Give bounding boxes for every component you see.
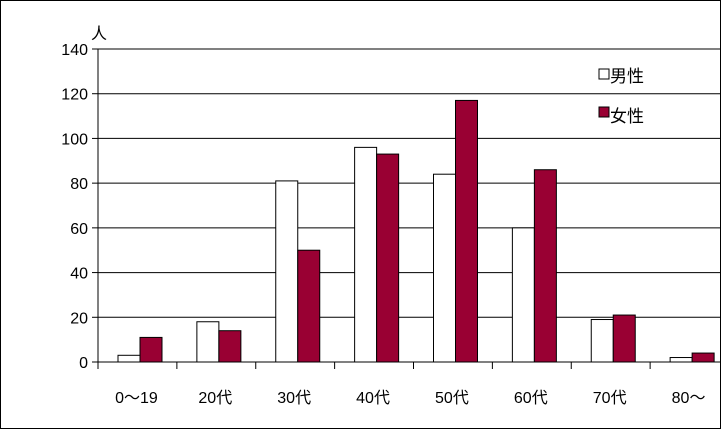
bar-male-0 bbox=[117, 354, 141, 363]
bar-female-5 bbox=[533, 169, 557, 363]
axes bbox=[92, 48, 720, 369]
bar-female-6 bbox=[612, 314, 636, 363]
bar-male-5 bbox=[511, 227, 535, 363]
bar-male-2 bbox=[275, 180, 299, 363]
bar-female-4 bbox=[455, 99, 478, 363]
legend-swatch-male bbox=[598, 68, 610, 80]
bar-female-0 bbox=[139, 336, 163, 363]
bars bbox=[117, 99, 715, 363]
x-tick-label: 60代 bbox=[514, 389, 548, 407]
legend: 男性 女性 bbox=[598, 67, 644, 126]
y-tick-label: 0 bbox=[79, 355, 88, 372]
y-tick-label: 140 bbox=[61, 42, 88, 59]
bar-female-1 bbox=[218, 330, 242, 363]
bar-male-7 bbox=[669, 357, 693, 363]
gridlines bbox=[98, 48, 720, 318]
bar-male-1 bbox=[196, 321, 220, 363]
bar-male-4 bbox=[433, 173, 456, 363]
y-tick-label: 60 bbox=[70, 221, 88, 238]
bar-male-3 bbox=[354, 146, 378, 363]
y-axis-unit-label: 人 bbox=[91, 25, 107, 43]
x-tick-label: 30代 bbox=[277, 389, 311, 407]
y-tick-label: 20 bbox=[70, 310, 88, 327]
legend-label-female: 女性 bbox=[610, 107, 644, 126]
tick-labels: 0 20 40 60 80 100 120 140 0～19 20代 30代 40代 50代 60代 70代… bbox=[61, 42, 705, 407]
x-tick-label: 0～19 bbox=[115, 390, 158, 407]
y-tick-label: 100 bbox=[61, 131, 88, 148]
x-tick-label: 40代 bbox=[356, 389, 390, 407]
bar-female-7 bbox=[691, 352, 715, 363]
bar-male-6 bbox=[590, 319, 614, 363]
y-tick-label: 80 bbox=[70, 176, 88, 193]
y-tick-label: 40 bbox=[70, 266, 88, 283]
bar-female-3 bbox=[376, 153, 400, 363]
x-tick-label: 70代 bbox=[593, 389, 627, 407]
x-tick-label: 80～ bbox=[672, 390, 706, 407]
x-tick-label: 50代 bbox=[435, 389, 469, 407]
x-tick-label: 20代 bbox=[198, 389, 232, 407]
legend-label-male: 男性 bbox=[610, 67, 644, 86]
bar-female-2 bbox=[297, 249, 321, 363]
y-tick-label: 120 bbox=[61, 87, 88, 104]
legend-swatch-female bbox=[598, 106, 610, 118]
